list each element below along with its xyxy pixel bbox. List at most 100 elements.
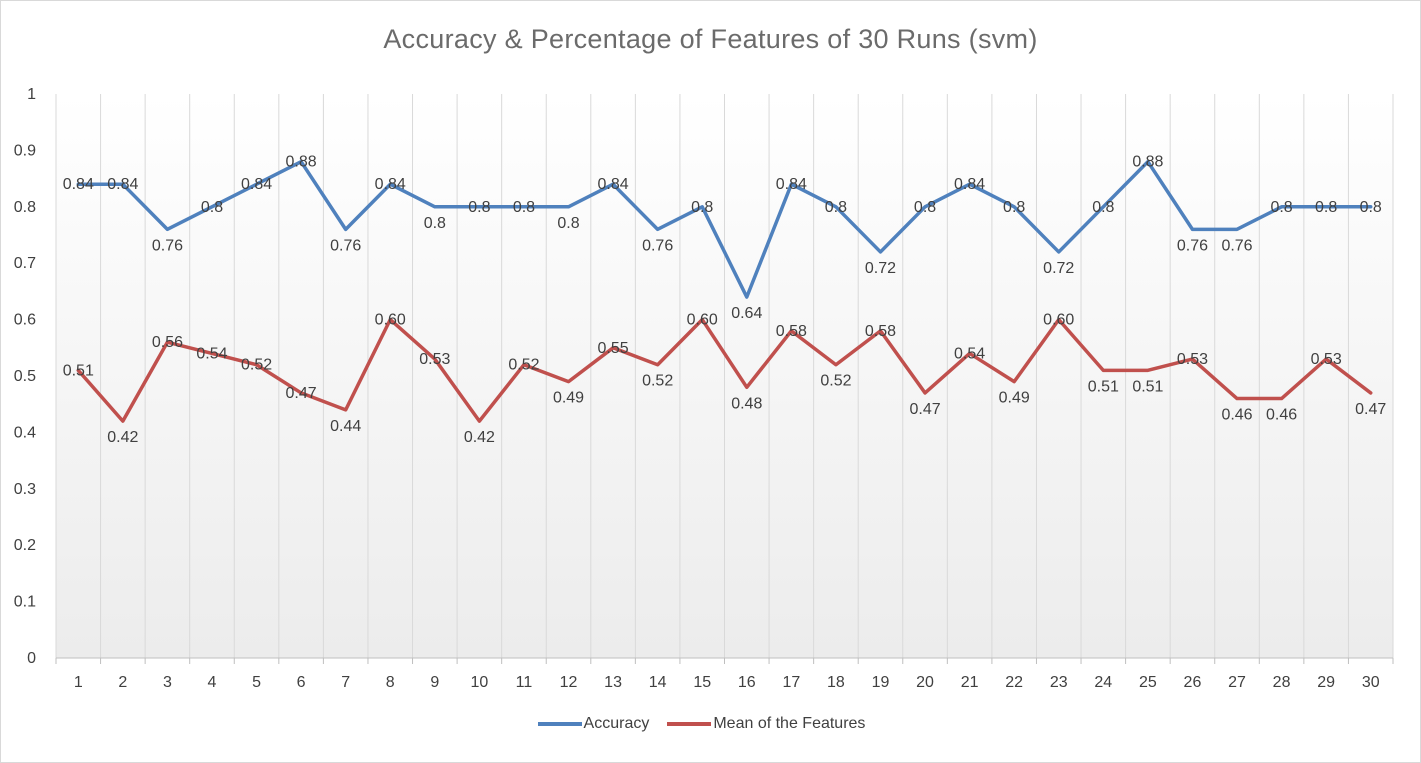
- accuracy-data-label: 0.84: [107, 176, 138, 193]
- accuracy-data-label: 0.76: [1221, 237, 1252, 254]
- x-tick-label: 29: [1317, 674, 1335, 691]
- accuracy-data-label: 0.88: [286, 154, 317, 171]
- mean-features-data-label: 0.60: [375, 312, 406, 329]
- accuracy-data-label: 0.88: [1132, 154, 1163, 171]
- mean-features-data-label: 0.54: [196, 345, 227, 362]
- x-tick-label: 25: [1139, 674, 1157, 691]
- mean-features-data-label: 0.51: [63, 362, 94, 379]
- y-tick-label: 1: [27, 86, 36, 103]
- accuracy-data-label: 0.8: [691, 199, 713, 216]
- mean-features-data-label: 0.47: [1355, 401, 1386, 418]
- x-tick-label: 20: [916, 674, 934, 691]
- x-tick-label: 4: [208, 674, 217, 691]
- x-tick-label: 3: [163, 674, 172, 691]
- mean-features-data-label: 0.47: [286, 385, 317, 402]
- accuracy-data-label: 0.8: [1092, 199, 1114, 216]
- mean-features-data-label: 0.51: [1088, 378, 1119, 395]
- accuracy-data-label: 0.72: [1043, 260, 1074, 277]
- x-tick-label: 28: [1273, 674, 1291, 691]
- accuracy-data-label: 0.8: [1360, 199, 1382, 216]
- mean-features-data-label: 0.46: [1266, 407, 1297, 424]
- accuracy-data-label: 0.8: [513, 199, 535, 216]
- mean-features-data-label: 0.53: [1177, 351, 1208, 368]
- mean-features-line: [76, 317, 1373, 423]
- x-tick-label: 30: [1362, 674, 1380, 691]
- accuracy-data-label: 0.84: [598, 176, 629, 193]
- x-tick-label: 27: [1228, 674, 1246, 691]
- mean-features-data-label: 0.52: [508, 357, 539, 374]
- legend: Accuracy Mean of the Features: [0, 715, 1421, 733]
- x-tick-label: 24: [1094, 674, 1112, 691]
- chart-title: Accuracy & Percentage of Features of 30 …: [383, 24, 1038, 54]
- accuracy-data-label: 0.76: [1177, 237, 1208, 254]
- accuracy-data-label: 0.84: [375, 176, 406, 193]
- legend-swatch-accuracy: [537, 722, 582, 726]
- y-tick-label: 0.5: [14, 368, 36, 385]
- mean-features-data-label: 0.52: [820, 373, 851, 390]
- x-tick-label: 23: [1050, 674, 1068, 691]
- accuracy-data-label: 0.8: [1270, 199, 1292, 216]
- accuracy-data-label: 0.76: [642, 237, 673, 254]
- y-tick-label: 0.3: [14, 481, 36, 498]
- x-tick-label: 15: [693, 674, 711, 691]
- x-tick-label: 26: [1184, 674, 1202, 691]
- mean-features-data-label: 0.52: [241, 357, 272, 374]
- mean-features-data-label: 0.58: [776, 323, 807, 340]
- accuracy-data-label: 0.8: [557, 215, 579, 232]
- y-tick-label: 0: [27, 650, 36, 667]
- legend-label-accuracy: Accuracy: [583, 715, 650, 732]
- mean-features-data-label: 0.58: [865, 323, 896, 340]
- legend-label-mean-features: Mean of the Features: [713, 715, 866, 732]
- legend-item-accuracy[interactable]: Accuracy: [537, 715, 650, 733]
- y-tick-label: 0.2: [14, 537, 36, 554]
- accuracy-data-label: 0.8: [201, 199, 223, 216]
- mean-features-data-label: 0.55: [598, 340, 629, 357]
- mean-features-data-label: 0.56: [152, 334, 183, 351]
- mean-features-data-label: 0.48: [731, 395, 762, 412]
- x-tick-label: 9: [430, 674, 439, 691]
- x-tick-label: 8: [386, 674, 395, 691]
- y-tick-label: 0.7: [14, 255, 36, 272]
- legend-swatch-mean-features: [667, 722, 712, 726]
- accuracy-line: [76, 159, 1373, 299]
- x-tick-label: 19: [872, 674, 890, 691]
- x-tick-label: 1: [74, 674, 83, 691]
- mean-features-data-label: 0.60: [1043, 312, 1074, 329]
- x-tick-label: 21: [961, 674, 979, 691]
- accuracy-data-label: 0.64: [731, 305, 762, 322]
- mean-features-data-label: 0.46: [1221, 407, 1252, 424]
- accuracy-data-label: 0.8: [825, 199, 847, 216]
- y-tick-label: 0.8: [14, 199, 36, 216]
- accuracy-data-label: 0.8: [1315, 199, 1337, 216]
- mean-features-data-label: 0.53: [419, 351, 450, 368]
- x-tick-label: 13: [604, 674, 622, 691]
- accuracy-data-label: 0.8: [914, 199, 936, 216]
- x-tick-label: 18: [827, 674, 845, 691]
- mean-features-data-label: 0.49: [999, 390, 1030, 407]
- mean-features-data-label: 0.44: [330, 418, 361, 435]
- x-tick-label: 17: [782, 674, 800, 691]
- mean-features-data-label: 0.54: [954, 345, 985, 362]
- x-tick-label: 14: [649, 674, 667, 691]
- accuracy-data-label: 0.84: [63, 176, 94, 193]
- x-tick-label: 11: [516, 674, 533, 691]
- legend-item-mean-features[interactable]: Mean of the Features: [667, 715, 865, 733]
- y-tick-label: 0.6: [14, 312, 36, 329]
- x-tick-label: 10: [470, 674, 488, 691]
- mean-features-data-label: 0.53: [1311, 351, 1342, 368]
- x-tick-label: 12: [560, 674, 578, 691]
- accuracy-data-label: 0.84: [241, 176, 272, 193]
- mean-features-data-label: 0.60: [687, 312, 718, 329]
- x-tick-label: 2: [118, 674, 127, 691]
- y-tick-label: 0.1: [14, 594, 36, 611]
- x-tick-label: 16: [738, 674, 756, 691]
- accuracy-data-label: 0.8: [1003, 199, 1025, 216]
- x-tick-label: 5: [252, 674, 261, 691]
- mean-features-data-label: 0.51: [1132, 378, 1163, 395]
- accuracy-data-label: 0.76: [330, 237, 361, 254]
- x-tick-label: 7: [341, 674, 350, 691]
- accuracy-data-label: 0.76: [152, 237, 183, 254]
- accuracy-data-label: 0.8: [468, 199, 490, 216]
- x-tick-label: 6: [297, 674, 306, 691]
